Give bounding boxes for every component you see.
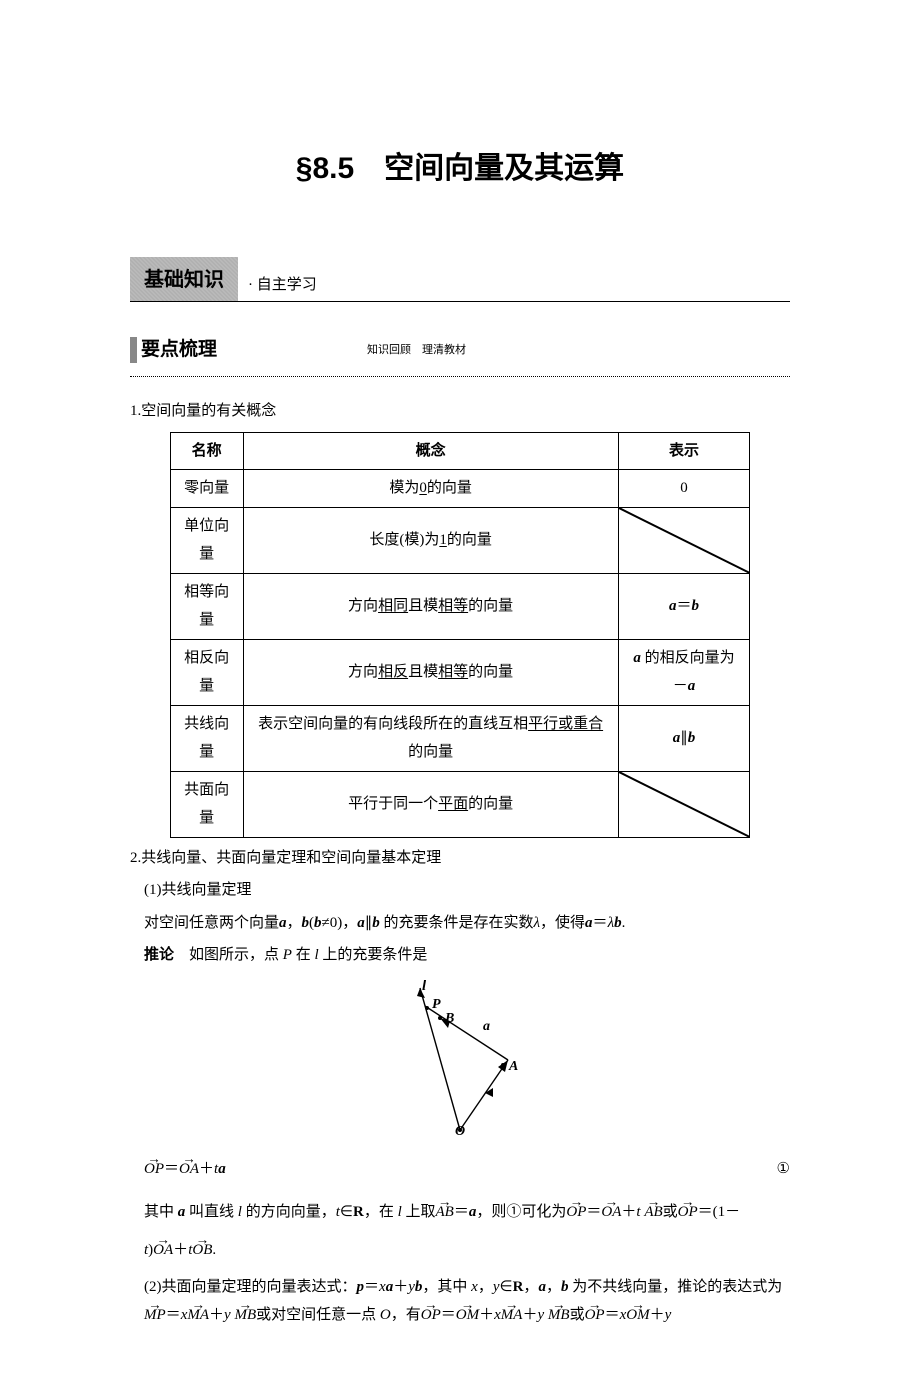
cell-name: 零向量	[170, 470, 243, 508]
th-name: 名称	[170, 432, 243, 470]
cell-concept: 模为0的向量	[243, 470, 618, 508]
sub-banner-label: 要点梳理	[141, 332, 217, 368]
svg-text:P: P	[432, 997, 441, 1012]
cell-name: 单位向量	[170, 507, 243, 573]
cell-repr-diag	[618, 507, 750, 573]
inference-label: 推论	[144, 947, 174, 963]
cell-repr: 0	[618, 470, 750, 508]
table-row: 单位向量 长度(模)为1的向量	[170, 507, 750, 573]
item1-title: (1)共线向量定理	[130, 876, 790, 905]
cell-name: 相反向量	[170, 639, 243, 705]
eq-number: ①	[777, 1155, 790, 1184]
banner-sub: · 自主学习	[248, 271, 317, 302]
table-row: 相等向量 方向相同且模相等的向量 a＝b	[170, 573, 750, 639]
svg-text:l: l	[422, 980, 427, 994]
inference-line: 推论 如图所示，点 P 在 l 上的充要条件是	[130, 941, 790, 970]
cell-concept: 方向相反且模相等的向量	[243, 639, 618, 705]
table-row: 共面向量 平行于同一个平面的向量	[170, 771, 750, 837]
vector-figure: l P B a A O	[130, 980, 790, 1146]
cell-repr: a∥b	[618, 705, 750, 771]
cell-name: 共面向量	[170, 771, 243, 837]
table-row: 零向量 模为0的向量 0	[170, 470, 750, 508]
cell-repr-diag	[618, 771, 750, 837]
sub-banner-underline	[130, 376, 790, 377]
table-row: 相反向量 方向相反且模相等的向量 a 的相反向量为－a	[170, 639, 750, 705]
equation-1: OP＝OA＋ta ①	[130, 1155, 790, 1184]
item2-line: (2)共面向量定理的向量表达式：p＝xa＋yb，其中 x，y∈R，a，b 为不共…	[130, 1273, 790, 1330]
line-after-figure: 其中 a 叫直线 l 的方向向量，t∈R，在 l 上取AB＝a，则①可化为OP＝…	[130, 1198, 790, 1227]
table-row: 共线向量 表示空间向量的有向线段所在的直线互相平行或重合的向量 a∥b	[170, 705, 750, 771]
section2-title: 2.共线向量、共面向量定理和空间向量基本定理	[130, 844, 790, 873]
svg-text:A: A	[508, 1059, 518, 1074]
section1-title: 1.空间向量的有关概念	[130, 397, 790, 426]
cell-repr: a＝b	[618, 573, 750, 639]
banner-box: 基础知识	[130, 257, 238, 301]
sub-banner-bar	[130, 337, 137, 363]
line-after-figure-cont: t)OA＋tOB.	[130, 1236, 790, 1265]
cell-name: 共线向量	[170, 705, 243, 771]
th-repr: 表示	[618, 432, 750, 470]
sub-banner-note: 知识回顾 理清教材	[367, 340, 466, 361]
item1-line1: 对空间任意两个向量a，b(b≠0)，a∥b 的充要条件是存在实数λ，使得a＝λb…	[130, 909, 790, 938]
cell-concept: 长度(模)为1的向量	[243, 507, 618, 573]
cell-name: 相等向量	[170, 573, 243, 639]
th-concept: 概念	[243, 432, 618, 470]
sub-banner-outline: 要点梳理 知识回顾 理清教材	[130, 332, 790, 368]
page-title: §8.5 空间向量及其运算	[130, 140, 790, 197]
cell-concept: 方向相同且模相等的向量	[243, 573, 618, 639]
cell-repr: a 的相反向量为－a	[618, 639, 750, 705]
concepts-table: 名称 概念 表示 零向量 模为0的向量 0 单位向量 长度(模)为1的向量 相等…	[170, 432, 751, 838]
table-header-row: 名称 概念 表示	[170, 432, 750, 470]
section-banner-basics: 基础知识 · 自主学习	[130, 257, 790, 302]
cell-concept: 平行于同一个平面的向量	[243, 771, 618, 837]
cell-concept: 表示空间向量的有向线段所在的直线互相平行或重合的向量	[243, 705, 618, 771]
svg-text:a: a	[483, 1019, 490, 1034]
